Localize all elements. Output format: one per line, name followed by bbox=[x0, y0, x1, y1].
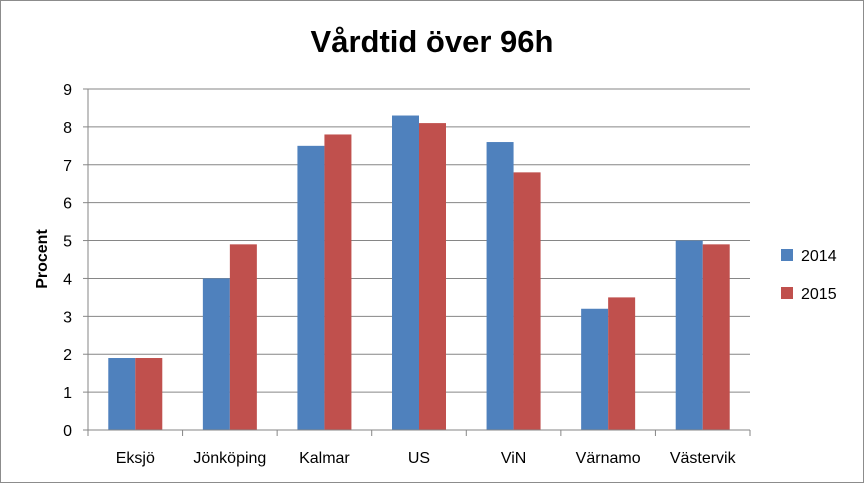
y-tick-labels: 0 1 2 3 4 5 6 7 8 9 bbox=[63, 82, 72, 440]
bar-2015 bbox=[513, 172, 541, 430]
axes bbox=[83, 88, 751, 436]
bar-2015 bbox=[324, 134, 352, 430]
bar-2014 bbox=[392, 115, 419, 431]
bar-2015 bbox=[419, 123, 446, 430]
y-tick-label: 0 bbox=[63, 423, 72, 440]
x-tick-label: US bbox=[408, 450, 430, 467]
x-tick-label: Eksjö bbox=[116, 450, 155, 467]
legend: 2014 2015 bbox=[781, 248, 837, 303]
x-tick-labels: Eksjö Jönköping Kalmar US ViN Värnamo Västervi… bbox=[116, 450, 737, 467]
bar-2014 bbox=[108, 358, 136, 430]
legend-label-2014: 2014 bbox=[801, 248, 837, 265]
x-tick-label: ViN bbox=[501, 450, 527, 467]
bar-2014 bbox=[486, 142, 514, 431]
bar-2015 bbox=[135, 358, 163, 430]
bar-2014 bbox=[581, 308, 609, 430]
bar-2014 bbox=[202, 278, 230, 430]
bar-2015 bbox=[229, 244, 257, 430]
y-tick-label: 7 bbox=[63, 158, 72, 175]
bar-2015 bbox=[608, 297, 636, 430]
bars bbox=[108, 115, 730, 431]
bar-2014 bbox=[297, 145, 325, 431]
y-tick-label: 3 bbox=[63, 309, 72, 326]
bar-2015 bbox=[702, 244, 730, 430]
y-tick-label: 4 bbox=[63, 271, 72, 288]
legend-swatch-2015 bbox=[781, 287, 793, 299]
bar-2014 bbox=[675, 240, 703, 430]
y-tick-label: 1 bbox=[63, 385, 72, 402]
y-tick-label: 8 bbox=[63, 120, 72, 137]
legend-label-2015: 2015 bbox=[801, 286, 837, 303]
y-axis-label: Procent bbox=[34, 229, 51, 289]
y-tick-label: 5 bbox=[63, 234, 72, 251]
x-tick-label: Västervik bbox=[670, 450, 737, 467]
x-tick-label: Jönköping bbox=[193, 450, 266, 467]
x-tick-label: Värnamo bbox=[576, 450, 641, 467]
legend-swatch-2014 bbox=[781, 249, 793, 261]
y-tick-label: 6 bbox=[63, 196, 72, 213]
chart-title: Vårdtid över 96h bbox=[311, 24, 554, 59]
y-tick-label: 2 bbox=[63, 347, 72, 364]
y-tick-label: 9 bbox=[63, 82, 72, 99]
x-tick-label: Kalmar bbox=[299, 450, 350, 467]
